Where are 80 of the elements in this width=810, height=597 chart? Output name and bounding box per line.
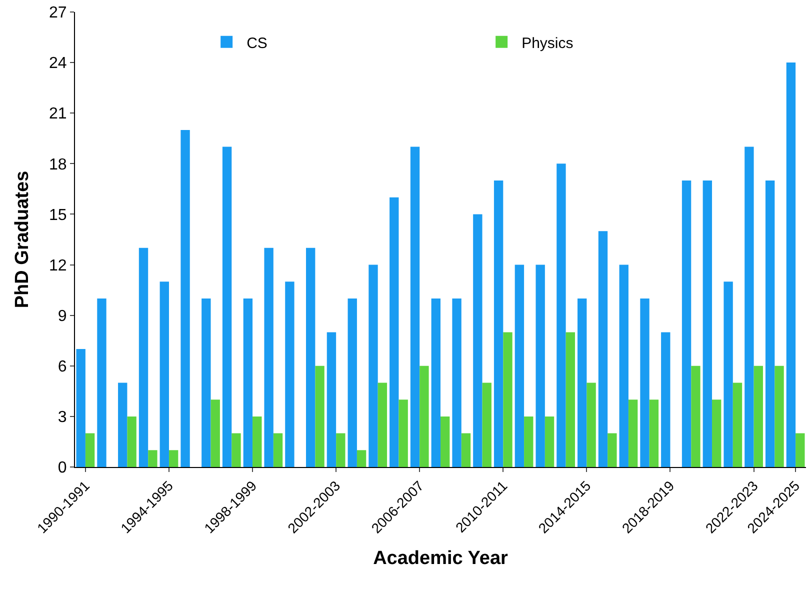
bar	[285, 282, 294, 467]
bar	[556, 164, 566, 467]
bar	[390, 197, 399, 467]
bar	[578, 298, 587, 467]
bar	[306, 248, 316, 467]
bar	[473, 214, 482, 467]
bar	[160, 282, 169, 467]
bar	[410, 146, 420, 467]
bar	[503, 332, 512, 467]
y-tick-label: 6	[58, 358, 67, 376]
bar	[315, 366, 324, 467]
bar	[398, 400, 408, 467]
bar	[222, 146, 232, 467]
bar	[210, 400, 220, 467]
bar	[452, 298, 462, 467]
bar	[524, 416, 534, 467]
bar	[514, 264, 524, 467]
bar	[732, 382, 742, 467]
y-tick-label: 18	[49, 156, 67, 174]
bar	[127, 416, 136, 467]
bar	[754, 366, 763, 467]
y-tick-label: 3	[58, 409, 67, 426]
bar	[482, 382, 492, 467]
bar	[712, 400, 722, 467]
bar	[619, 264, 628, 467]
bar	[640, 298, 650, 467]
bar	[356, 450, 366, 467]
bar	[796, 433, 805, 467]
bar	[544, 416, 554, 467]
bar	[118, 382, 128, 467]
bar	[765, 180, 775, 467]
bar	[536, 264, 545, 467]
bar	[243, 298, 253, 467]
bar	[180, 130, 190, 467]
bar	[420, 366, 429, 467]
bar	[85, 433, 95, 467]
y-tick-label: 9	[58, 308, 67, 325]
y-tick-label: 21	[49, 106, 67, 123]
bar	[649, 400, 659, 467]
bar	[336, 433, 346, 467]
bar	[440, 416, 450, 467]
y-tick-label: 27	[49, 4, 67, 22]
bar	[138, 248, 148, 467]
legend-label: Physics	[522, 34, 574, 52]
legend-label: CS	[246, 34, 268, 52]
bar	[431, 298, 440, 467]
x-axis-title: Academic Year	[373, 548, 509, 570]
bar	[232, 433, 241, 467]
y-tick-label: 12	[49, 257, 67, 274]
bar	[744, 146, 754, 467]
bar	[566, 332, 575, 467]
y-tick-label: 24	[49, 55, 67, 72]
bar	[368, 264, 378, 467]
bar	[682, 180, 692, 467]
bar	[326, 332, 336, 467]
bar	[691, 366, 700, 467]
bar	[661, 332, 670, 467]
bar	[461, 433, 471, 467]
bar	[702, 180, 712, 467]
bar	[97, 298, 106, 467]
bar	[628, 400, 638, 467]
y-tick-label: 15	[49, 206, 67, 224]
bar	[348, 298, 357, 467]
y-axis-title: PhD Graduates	[12, 170, 33, 308]
bar	[724, 282, 733, 467]
bar	[378, 382, 388, 467]
bar	[264, 248, 274, 467]
bar	[148, 450, 158, 467]
bar	[586, 382, 596, 467]
bar	[76, 349, 86, 467]
bar	[168, 450, 178, 467]
bar	[774, 366, 784, 467]
bar	[202, 298, 211, 467]
bar	[786, 62, 796, 467]
bar	[252, 416, 262, 467]
y-tick-label: 0	[58, 460, 67, 477]
bar	[494, 180, 504, 467]
bar	[598, 231, 608, 467]
bar	[273, 433, 283, 467]
bar	[608, 433, 617, 467]
